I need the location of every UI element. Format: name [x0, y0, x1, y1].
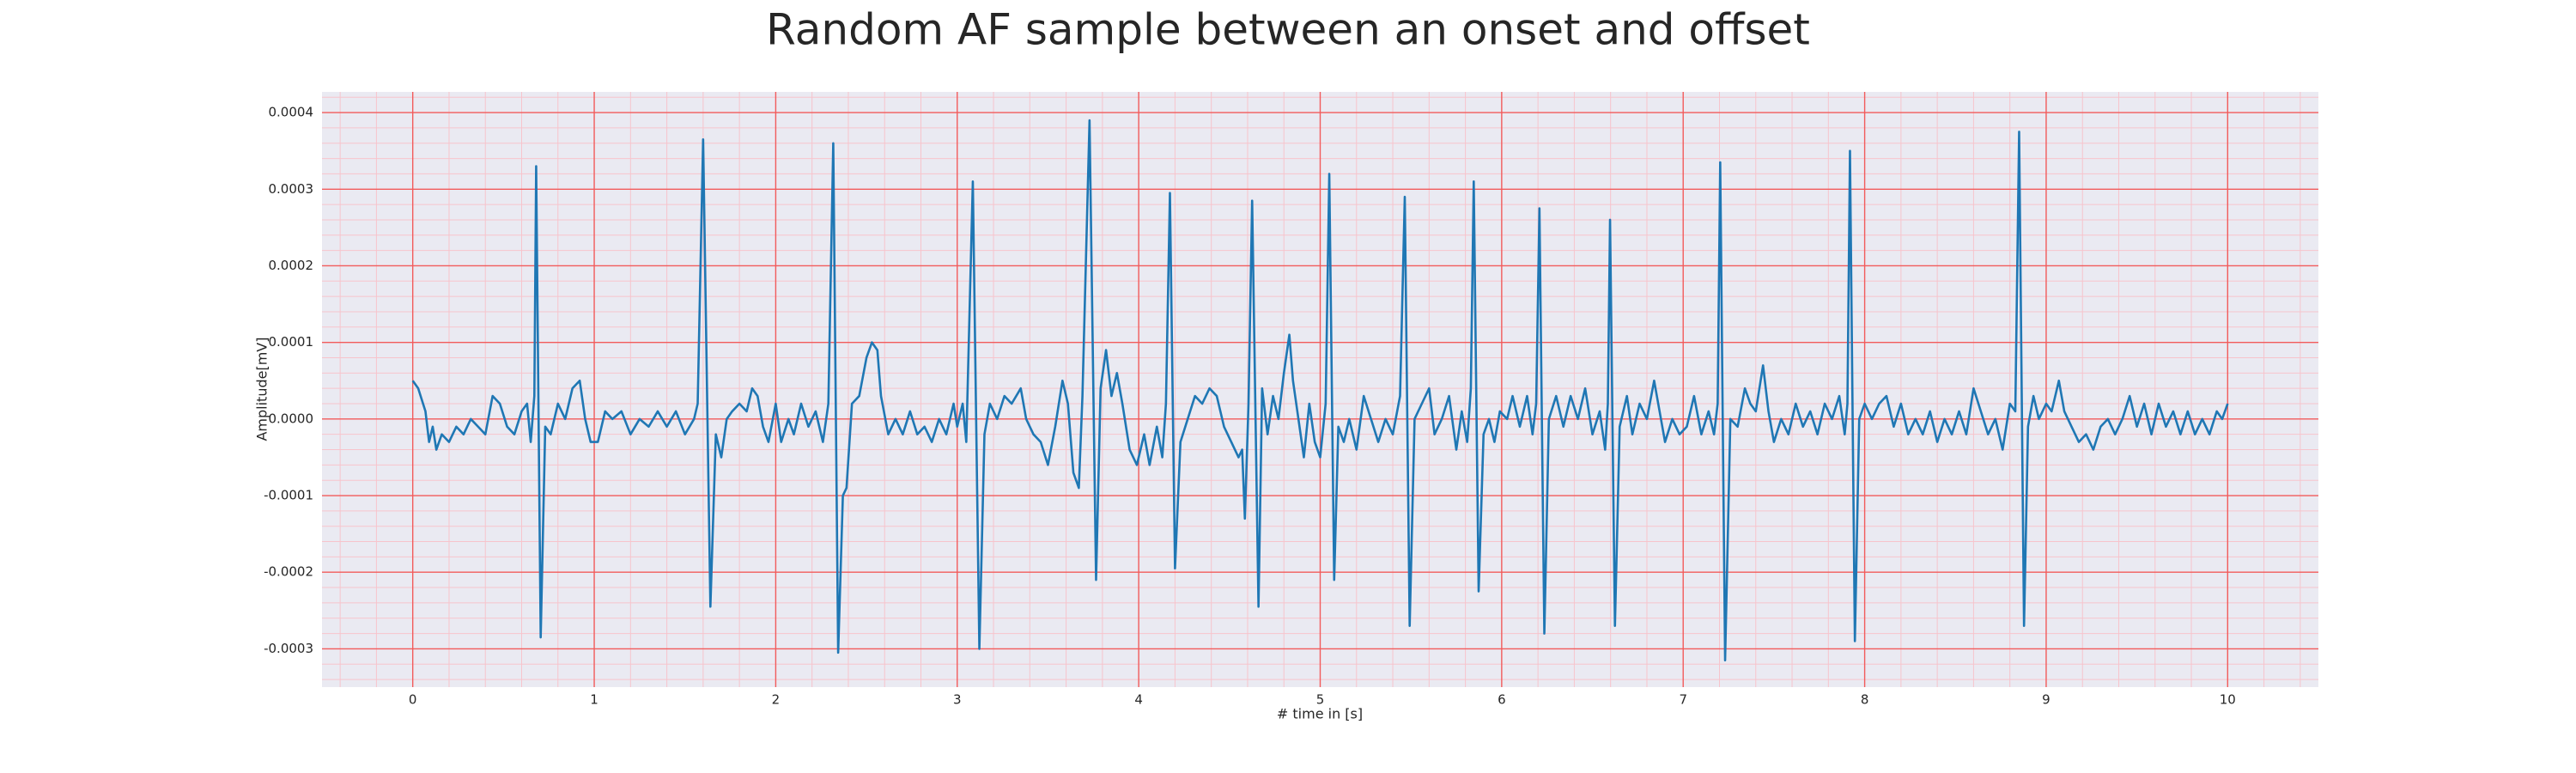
x-tick-label: 4 [1134, 692, 1143, 708]
y-axis-label: Amplitude[mV] [254, 337, 270, 441]
x-tick-label: 2 [772, 692, 781, 708]
x-tick-label: 7 [1679, 692, 1687, 708]
x-tick-label: 0 [409, 692, 417, 708]
x-tick-label: 9 [2042, 692, 2050, 708]
labels: 0 1 2 3 4 5 6 7 8 9 10 -0.0003 -0.0002 -0.0001 0.0000 0… [264, 105, 2236, 708]
x-tick-label: 10 [2220, 692, 2236, 708]
x-tick-label: 8 [1861, 692, 1869, 708]
x-tick-label: 1 [590, 692, 598, 708]
grid [322, 92, 2318, 687]
x-tick-label: 6 [1498, 692, 1506, 708]
x-tick-label: 5 [1316, 692, 1325, 708]
chart-title: Random AF sample between an onset and of… [766, 5, 1810, 55]
x-axis-label: # time in [s] [1277, 706, 1363, 722]
y-tick-label: -0.0001 [264, 488, 313, 503]
y-tick-label: 0.0002 [269, 258, 314, 273]
y-tick-label: -0.0003 [264, 641, 313, 656]
y-tick-label: 0.0000 [269, 411, 314, 426]
y-tick-label: 0.0004 [269, 105, 314, 120]
plot-lines [411, 119, 2229, 662]
y-tick-label: 0.0003 [269, 181, 314, 197]
y-tick-label: 0.0001 [269, 334, 314, 350]
x-tick-label: 3 [953, 692, 962, 708]
y-tick-label: -0.0002 [264, 564, 313, 580]
signal-line [411, 119, 2229, 662]
